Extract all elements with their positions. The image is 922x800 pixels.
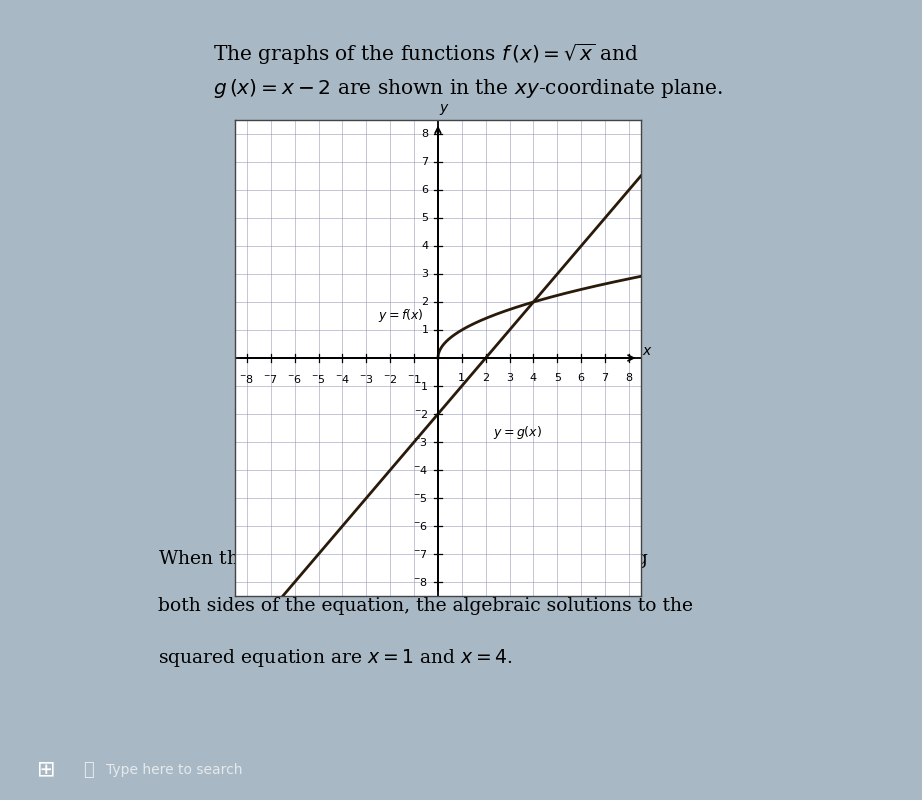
Text: ⊞: ⊞ (37, 760, 55, 780)
Text: $^{-}$4: $^{-}$4 (413, 464, 429, 476)
Text: $^{-}$6: $^{-}$6 (287, 374, 302, 386)
Text: 3: 3 (506, 374, 513, 383)
Text: $^{-}$1: $^{-}$1 (413, 380, 429, 392)
Text: 2: 2 (482, 374, 490, 383)
Text: $y$: $y$ (439, 102, 449, 118)
Text: $g\,(x) = x - 2$ are shown in the $xy$-coordinate plane.: $g\,(x) = x - 2$ are shown in the $xy$-c… (212, 78, 723, 100)
Text: $^{-}$4: $^{-}$4 (335, 374, 350, 386)
Text: $^{-}$7: $^{-}$7 (413, 548, 429, 560)
Text: 1: 1 (421, 325, 429, 335)
Text: both sides of the equation, the algebraic solutions to the: both sides of the equation, the algebrai… (158, 597, 692, 615)
Text: $^{-}$2: $^{-}$2 (383, 374, 397, 386)
Text: 1: 1 (458, 374, 466, 383)
Text: $^{-}$5: $^{-}$5 (413, 492, 429, 504)
Text: $^{-}$8: $^{-}$8 (240, 374, 254, 386)
Text: Type here to search: Type here to search (106, 763, 242, 777)
Text: 7: 7 (601, 374, 609, 383)
Text: squared equation are $x = 1$ and $x = 4$.: squared equation are $x = 1$ and $x = 4$… (158, 647, 513, 669)
Text: 6: 6 (577, 374, 585, 383)
Text: ⌕: ⌕ (83, 761, 94, 779)
Text: $^{-}$3: $^{-}$3 (359, 374, 374, 386)
Text: 5: 5 (421, 213, 429, 223)
Text: 5: 5 (554, 374, 561, 383)
Text: 2: 2 (421, 297, 429, 307)
Text: 3: 3 (421, 269, 429, 279)
Text: $^{-}$5: $^{-}$5 (311, 374, 326, 386)
Text: $y = g(x)$: $y = g(x)$ (493, 424, 542, 441)
Text: 4: 4 (530, 374, 537, 383)
Text: $^{-}$8: $^{-}$8 (413, 576, 429, 588)
Text: $^{-}$7: $^{-}$7 (264, 374, 278, 386)
Text: 7: 7 (421, 157, 429, 167)
Text: When the equation $\sqrt{x} = x - 2$ is solved by squaring: When the equation $\sqrt{x} = x - 2$ is … (158, 547, 649, 571)
Text: $x$: $x$ (642, 344, 653, 358)
Text: 4: 4 (421, 241, 429, 251)
Text: $^{-}$6: $^{-}$6 (413, 520, 429, 532)
Text: The graphs of the functions $f\,(x) = \sqrt{x}$ and: The graphs of the functions $f\,(x) = \s… (212, 42, 639, 67)
Text: $^{-}$3: $^{-}$3 (413, 436, 429, 448)
Text: $y = f(x)$: $y = f(x)$ (378, 307, 423, 325)
Text: $^{-}$2: $^{-}$2 (413, 408, 429, 420)
Text: 8: 8 (421, 129, 429, 139)
Text: 8: 8 (625, 374, 632, 383)
Text: $^{-}$1: $^{-}$1 (407, 374, 421, 386)
Text: 6: 6 (421, 185, 429, 195)
